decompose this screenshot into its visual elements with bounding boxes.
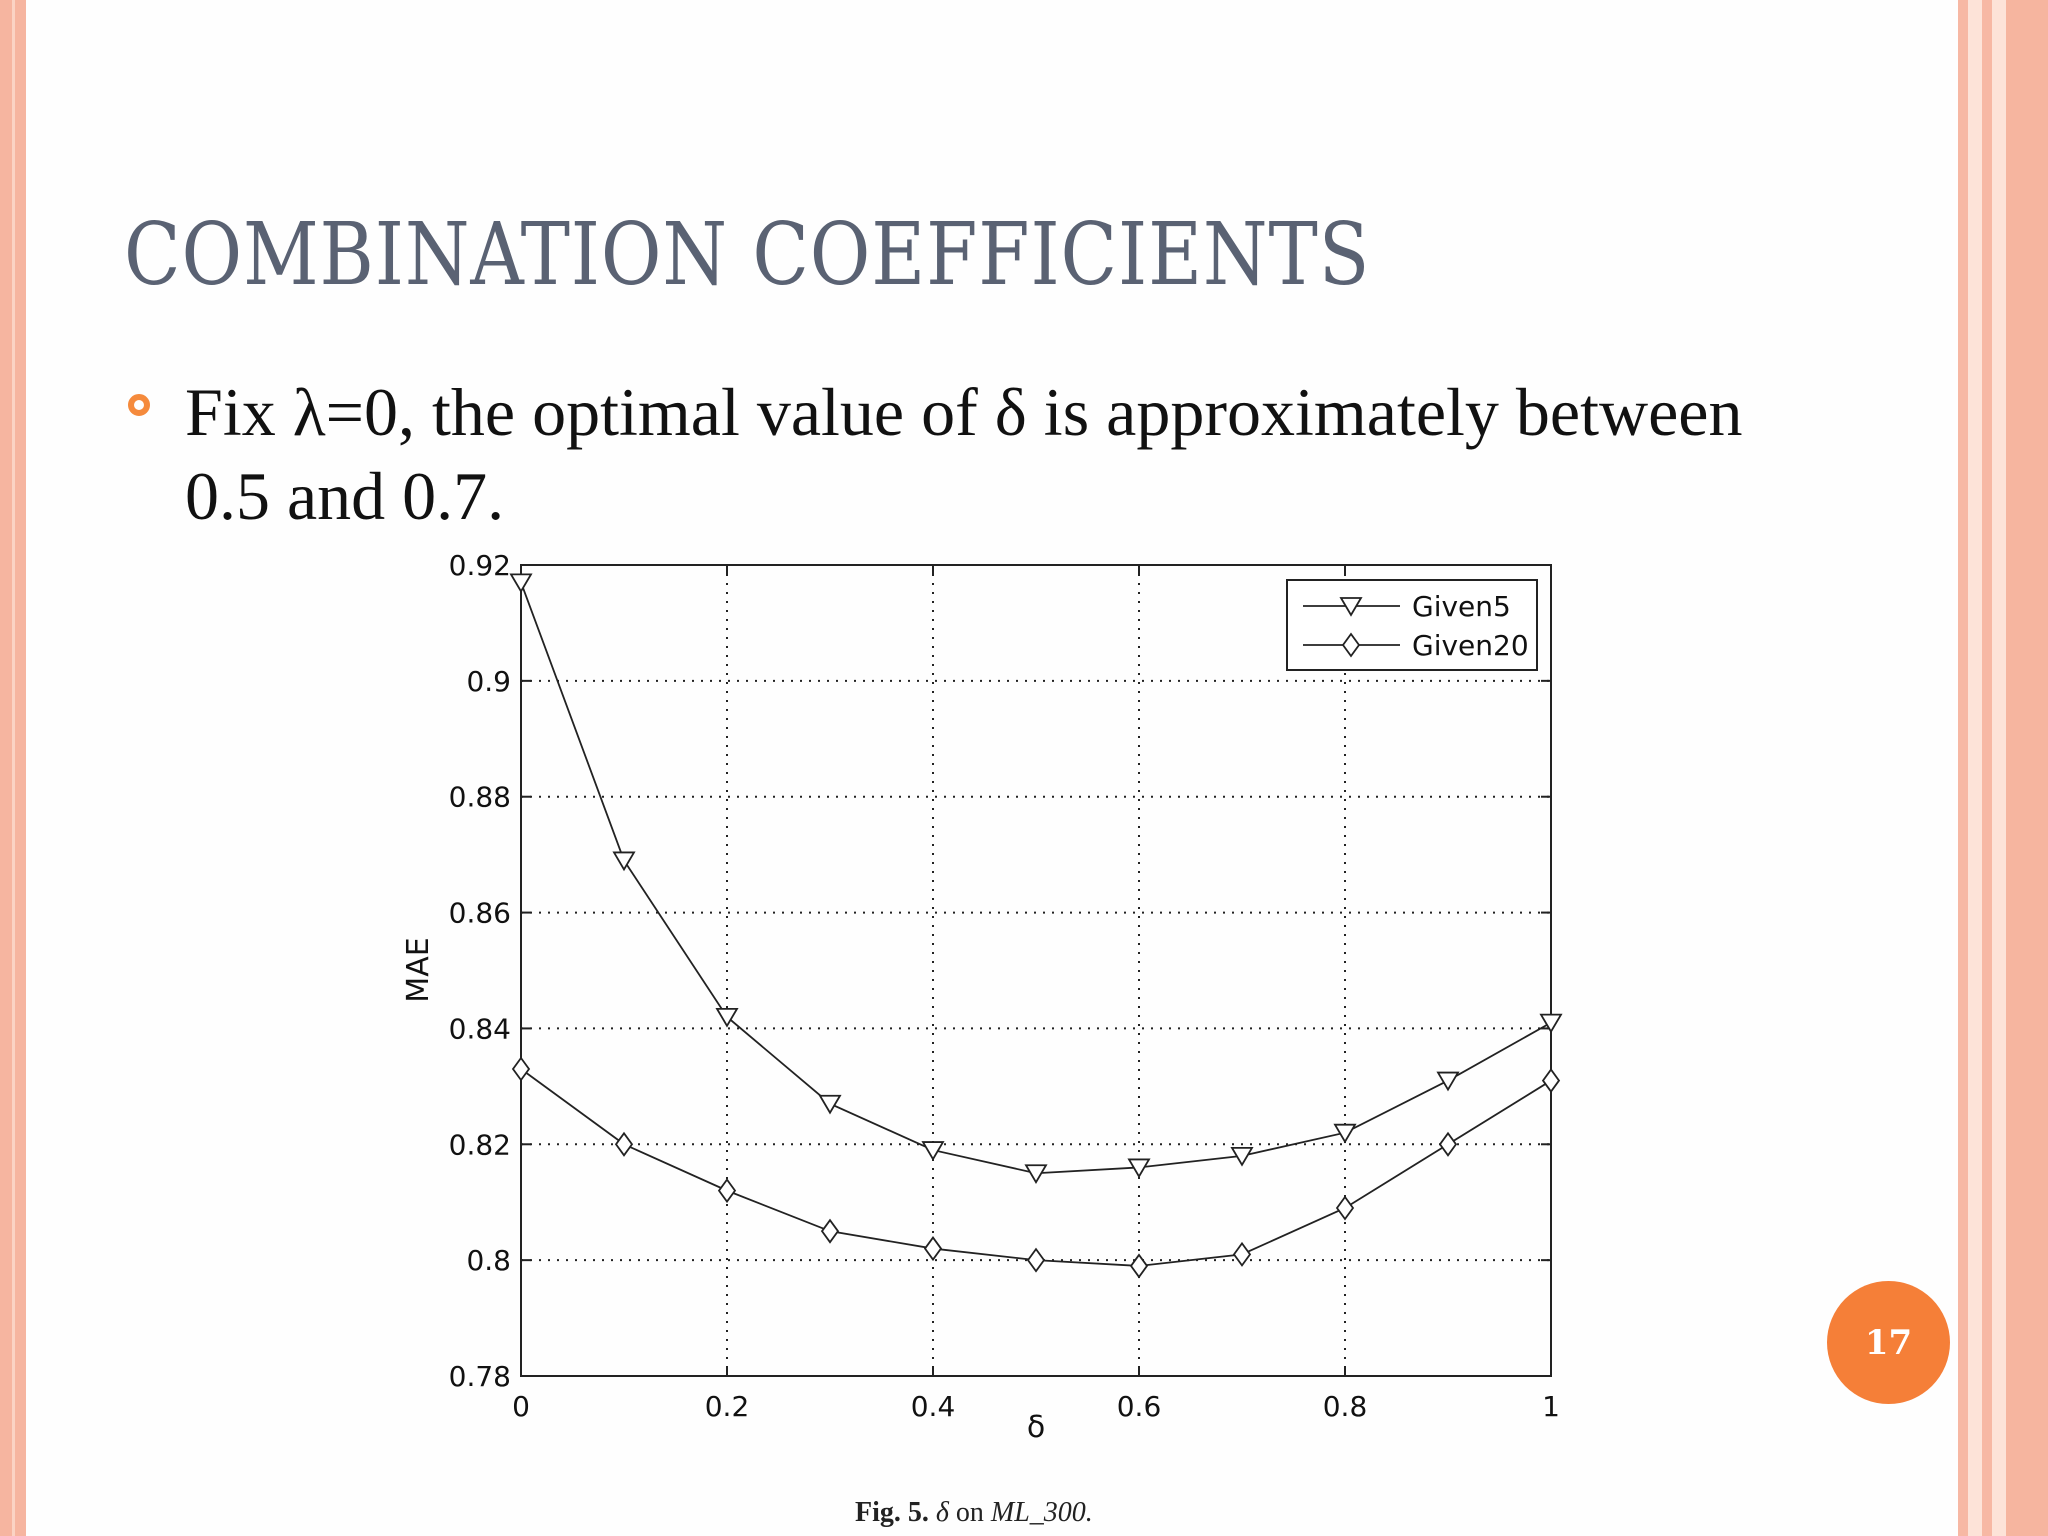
data-point-given20 [1129,1253,1149,1279]
x-tick-label: 0.4 [911,1390,956,1423]
data-point-given5 [921,1141,945,1161]
y-axis-label: MAE [401,937,436,1002]
slide-border-right-stripe [1982,0,1992,1536]
data-point-given20 [923,1236,943,1262]
bullet-text: Fix λ=0, the optimal value of δ is appro… [185,374,1743,534]
data-point-given5 [1436,1071,1460,1092]
slide-border-left [0,0,26,1536]
y-tick-label: 0.9 [466,665,511,698]
caption-dataset: ML_300. [990,1497,1093,1528]
data-point-given20 [1026,1247,1046,1273]
legend-box [1286,579,1538,671]
data-point-given5 [1024,1164,1048,1185]
data-point-given5 [715,1007,739,1028]
slide-border-right-stripe [1992,0,2006,1536]
y-tick-label: 0.88 [449,781,511,814]
y-tick-label: 0.84 [449,1012,511,1045]
mae-chart: 0 0.2 0.4 0.6 0.8 1 0.78 0.8 0.82 0.84 0.86 0.88 0.9… [401,549,1563,1445]
legend-label-given20: Given20 [1412,629,1529,662]
data-point-given5 [818,1094,842,1115]
y-tick-label: 0.8 [466,1244,511,1277]
page-number-badge: 17 [1827,1281,1950,1404]
figure-caption: Fig. 5. δ on ML_300. [855,1497,1093,1529]
series-line-given5 [520,582,1552,1175]
data-point-given5 [1230,1146,1254,1167]
x-tick-label: 0.6 [1117,1390,1162,1423]
x-tick-label: 0.2 [705,1390,750,1423]
caption-label: Fig. 5. [855,1497,929,1528]
x-tick-label: 0.8 [1323,1390,1368,1423]
data-point-given20 [1335,1195,1355,1221]
y-tick-label: 0.92 [449,549,511,582]
slide-title: COMBINATION COEFFICIENTS [124,205,1371,305]
slide-border-right-stripe [2006,0,2048,1536]
y-tick-label: 0.78 [449,1360,511,1393]
data-point-given20 [1232,1241,1252,1267]
y-tick-label: 0.82 [449,1128,511,1161]
legend-marker-triangle-icon [1339,597,1363,617]
data-point-given5 [1333,1123,1357,1144]
data-point-given5 [1539,1013,1563,1034]
caption-symbol: δ [935,1497,949,1528]
data-point-given5 [1127,1158,1151,1179]
x-axis-label: δ [1027,1410,1045,1445]
legend-marker-diamond-icon [1341,632,1361,658]
data-point-given20 [717,1178,737,1204]
y-tick-label: 0.86 [449,897,511,930]
data-point-given20 [511,1056,531,1082]
legend: Given5 Given20 [1286,579,1538,671]
x-tick-label: 1 [1542,1390,1560,1423]
x-tick-label: 0 [512,1390,530,1423]
data-point-given20 [1541,1068,1561,1094]
data-point-given20 [820,1218,840,1244]
slide-border-right-stripe [1958,0,1968,1536]
data-point-given5 [509,573,533,594]
caption-on: on [955,1497,984,1528]
data-point-given20 [614,1131,634,1157]
bullet-circle-icon [128,394,150,416]
data-point-given20 [1438,1131,1458,1157]
legend-label-given5: Given5 [1412,590,1511,623]
data-point-given5 [612,851,636,872]
plot-area-frame [520,564,1552,1377]
slide-border-right-stripe [1968,0,1982,1536]
